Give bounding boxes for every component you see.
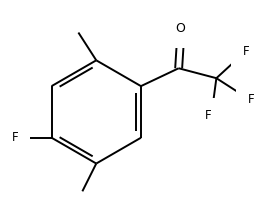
Text: F: F xyxy=(205,109,212,122)
Text: F: F xyxy=(248,93,254,105)
Text: O: O xyxy=(176,22,186,35)
Text: F: F xyxy=(243,45,249,58)
Text: F: F xyxy=(11,131,18,144)
